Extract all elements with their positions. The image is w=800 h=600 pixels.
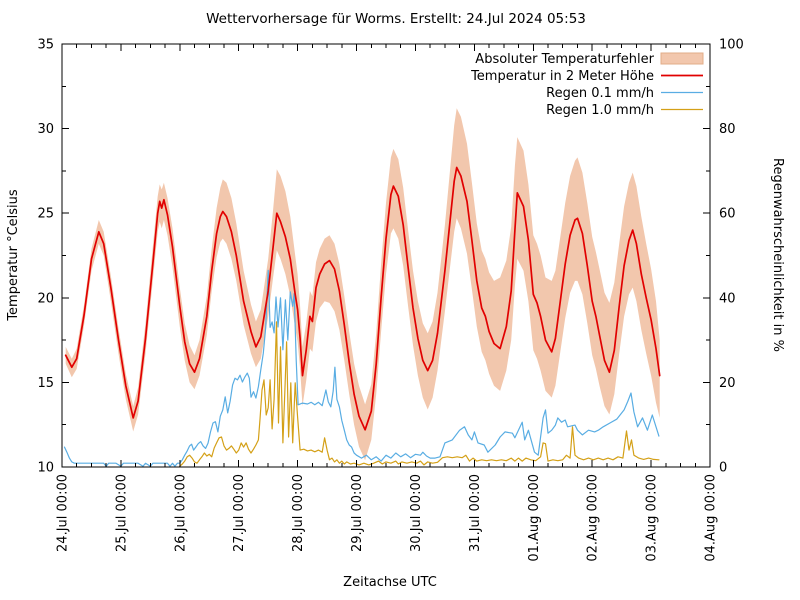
temperature-line — [64, 166, 661, 431]
y-left-tick-label: 35 — [37, 38, 54, 53]
chart-title: Wettervorhersage für Worms. Erstellt: 24… — [206, 11, 586, 27]
x-tick-label: 01.Aug 00:00 — [527, 474, 542, 562]
y-right-tick-label: 100 — [719, 38, 744, 53]
y-left-axis-title: Temperatur °Celsius — [6, 189, 21, 322]
y-right-tick-label: 80 — [719, 122, 736, 137]
rain-0-1mm-line — [63, 269, 660, 467]
y-right-tick-label: 0 — [719, 461, 727, 476]
y-left-tick-label: 15 — [37, 376, 54, 391]
x-tick-label: 04.Aug 00:00 — [704, 474, 719, 562]
y-left-tick-label: 25 — [37, 207, 54, 222]
x-tick-label: 29.Jul 00:00 — [350, 474, 365, 552]
x-tick-label: 30.Jul 00:00 — [409, 474, 424, 552]
legend-label-0: Absoluter Temperaturfehler — [475, 52, 654, 67]
axes-layer — [61, 43, 711, 468]
y-right-tick-label: 20 — [719, 376, 736, 391]
x-tick-label: 03.Aug 00:00 — [645, 474, 660, 562]
y-left-tick-label: 20 — [37, 291, 54, 306]
legend: Absoluter Temperaturfehler Temperatur in … — [470, 52, 704, 118]
y-right-tick-label: 40 — [719, 291, 736, 306]
temperature-error-band — [65, 108, 660, 461]
x-tick-label: 24.Jul 00:00 — [56, 474, 71, 552]
legend-label-1: Temperatur in 2 Meter Höhe — [470, 69, 654, 84]
x-tick-label: 27.Jul 00:00 — [232, 474, 247, 552]
x-tick-label: 31.Jul 00:00 — [468, 474, 483, 552]
legend-label-3: Regen 1.0 mm/h — [546, 103, 654, 118]
temperature-error-band-layer — [65, 108, 660, 461]
legend-band-swatch — [660, 52, 704, 65]
x-tick-label: 02.Aug 00:00 — [586, 474, 601, 562]
x-tick-label: 26.Jul 00:00 — [173, 474, 188, 552]
y-left-tick-label: 10 — [37, 461, 54, 476]
x-tick-label: 25.Jul 00:00 — [114, 474, 129, 552]
tick-label-layer: 24.Jul 00:00 25.Jul 00:00 26.Jul 00:00 27.J… — [37, 38, 743, 562]
y-left-tick-label: 30 — [37, 122, 54, 137]
x-axis-title: Zeitachse UTC — [343, 575, 437, 590]
y-right-tick-label: 60 — [719, 207, 736, 222]
legend-label-2: Regen 0.1 mm/h — [546, 86, 654, 101]
x-tick-label: 28.Jul 00:00 — [291, 474, 306, 552]
y-right-axis-title: Regenwahrscheinlichkeit in % — [770, 158, 785, 352]
